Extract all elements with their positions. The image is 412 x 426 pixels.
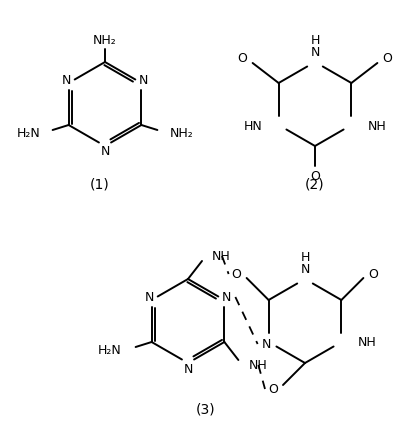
Text: N: N bbox=[222, 291, 231, 304]
Text: N: N bbox=[100, 145, 110, 158]
Text: NH: NH bbox=[368, 119, 386, 132]
Text: H₂N: H₂N bbox=[98, 344, 122, 357]
Text: NH: NH bbox=[248, 359, 267, 371]
Text: N: N bbox=[310, 46, 320, 59]
Text: NH: NH bbox=[357, 336, 376, 349]
Text: N: N bbox=[262, 338, 272, 351]
Text: O: O bbox=[310, 170, 320, 183]
Text: O: O bbox=[268, 383, 278, 396]
Text: N: N bbox=[300, 263, 310, 276]
Text: (2): (2) bbox=[305, 178, 325, 192]
Text: H₂N: H₂N bbox=[17, 127, 41, 140]
Text: NH: NH bbox=[212, 250, 231, 263]
Text: N: N bbox=[62, 74, 71, 87]
Text: (1): (1) bbox=[90, 178, 110, 192]
Text: N: N bbox=[183, 363, 193, 376]
Text: NH₂: NH₂ bbox=[93, 35, 117, 47]
Text: HN: HN bbox=[244, 119, 262, 132]
Text: H: H bbox=[300, 251, 310, 264]
Text: O: O bbox=[238, 52, 248, 65]
Text: O: O bbox=[232, 268, 241, 281]
Text: N: N bbox=[139, 74, 148, 87]
Text: NH₂: NH₂ bbox=[169, 127, 193, 140]
Text: (3): (3) bbox=[196, 402, 216, 416]
Text: N: N bbox=[145, 291, 154, 304]
Text: H: H bbox=[310, 35, 320, 47]
Text: O: O bbox=[368, 268, 378, 281]
Text: O: O bbox=[382, 52, 392, 65]
